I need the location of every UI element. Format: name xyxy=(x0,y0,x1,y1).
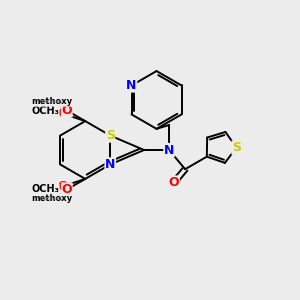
Text: O: O xyxy=(57,180,68,193)
Text: O: O xyxy=(57,107,68,120)
Text: O: O xyxy=(169,176,179,189)
Text: methoxy: methoxy xyxy=(40,99,64,104)
Text: N: N xyxy=(105,158,116,171)
Text: S: S xyxy=(232,141,241,154)
Text: N: N xyxy=(164,143,174,157)
Text: methoxy: methoxy xyxy=(31,97,72,106)
Text: OCH₃: OCH₃ xyxy=(31,106,59,116)
Text: OCH₃: OCH₃ xyxy=(31,184,59,194)
Text: methoxy: methoxy xyxy=(40,196,64,201)
Text: N: N xyxy=(126,79,137,92)
Text: O: O xyxy=(61,183,72,196)
Text: S: S xyxy=(106,129,115,142)
Text: methoxy: methoxy xyxy=(31,194,72,203)
Text: O: O xyxy=(61,104,72,117)
